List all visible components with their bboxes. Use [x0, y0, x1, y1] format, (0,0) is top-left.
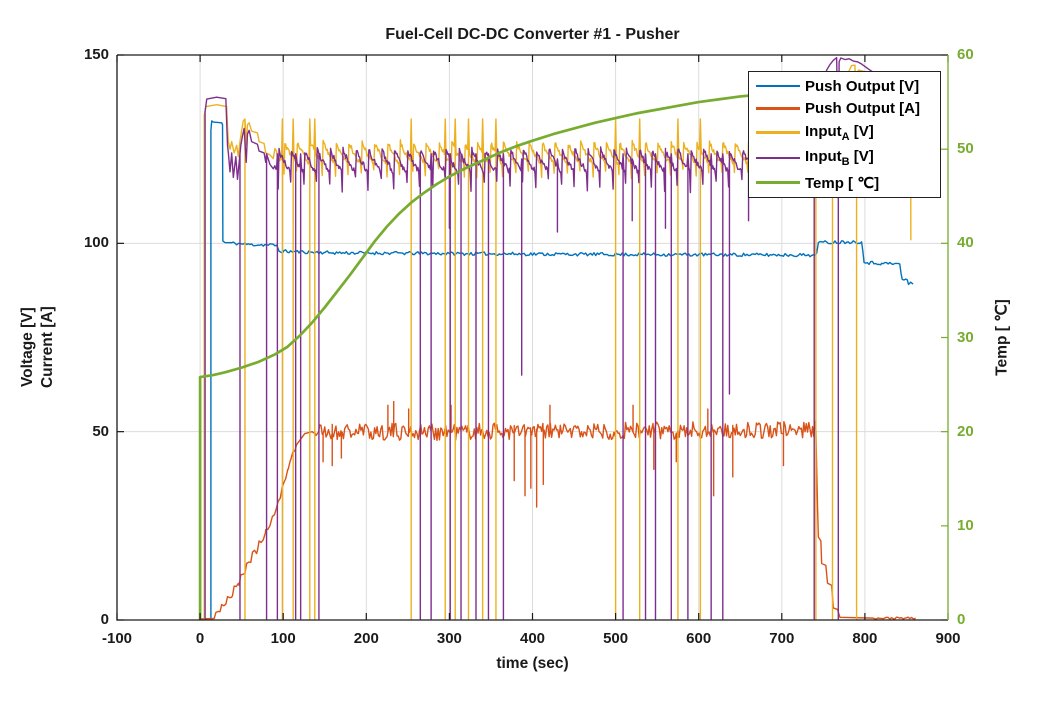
y-axis-label-left-line2: Current [A]	[39, 306, 56, 389]
x-tick-label: 800	[852, 630, 878, 647]
y-right-tick-label: 0	[957, 611, 966, 628]
y-left-tick-label: 100	[83, 234, 109, 252]
x-axis-label: time (sec)	[496, 655, 569, 672]
legend-line-sample-push-output-v	[756, 84, 800, 88]
legend-line-sample-push-output-a	[756, 107, 800, 110]
series-push-output-v	[210, 120, 914, 620]
legend-item-input-a: InputA [V]	[749, 123, 940, 143]
legend-label-input-a: InputA [V]	[805, 122, 874, 143]
legend-item-push-output-v: Push Output [V]	[749, 78, 940, 95]
x-tick-label: 700	[769, 630, 795, 647]
series-push-output-a	[200, 400, 916, 620]
legend-label-temp: Temp [ ℃]	[805, 174, 880, 192]
x-tick-label: 0	[195, 630, 205, 647]
x-tick-label: 100	[270, 630, 296, 647]
legend-label-push-output-a: Push Output [A]	[805, 100, 920, 117]
x-tick-label: 400	[519, 630, 546, 647]
y-right-tick-label: 10	[957, 516, 974, 534]
y-axis-label-left-line1: Voltage [V]	[18, 307, 36, 388]
legend-line-sample-temp	[756, 180, 800, 185]
y-left-tick-label: 150	[83, 46, 109, 63]
series-lines	[198, 56, 916, 620]
legend-label-push-output-v: Push Output [V]	[805, 77, 920, 95]
y-right-tick-label: 40	[957, 234, 974, 252]
y-left-tick-label: 50	[92, 422, 109, 440]
x-tick-label: 600	[686, 630, 712, 647]
y-left-tick-label: 0	[100, 611, 109, 628]
legend-label-input-b: InputB [V]	[805, 148, 874, 168]
legend-line-sample-input-a	[756, 131, 800, 134]
x-tick-label: 200	[353, 630, 379, 647]
legend-item-input-b: InputB [V]	[749, 148, 940, 168]
y-axis-label-right: Temp [ ℃]	[993, 299, 1011, 376]
x-tick-label: -100	[101, 630, 133, 647]
legend-box: Push Output [V] Push Output [A] InputA [V]…	[748, 71, 941, 198]
chart-title: Fuel-Cell DC-DC Converter #1 - Pusher	[385, 26, 680, 43]
y-right-tick-label: 50	[957, 140, 974, 158]
legend-item-push-output-a: Push Output [A]	[749, 100, 940, 117]
x-tick-label: 300	[436, 630, 462, 647]
y-axis-label-left: Voltage [V] Current [A]	[18, 247, 58, 447]
axis-left-bottom	[116, 55, 948, 621]
y-right-tick-label: 30	[957, 328, 974, 346]
y-right-tick-label: 20	[957, 422, 974, 440]
y-right-tick-label: 60	[957, 46, 974, 63]
legend-line-sample-input-b	[756, 156, 800, 160]
series-temp	[198, 94, 751, 620]
legend-item-temp: Temp [ ℃]	[749, 174, 940, 192]
x-tick-label: 900	[935, 630, 961, 647]
series-input-b	[204, 56, 912, 620]
x-tick-label: 500	[603, 630, 629, 647]
